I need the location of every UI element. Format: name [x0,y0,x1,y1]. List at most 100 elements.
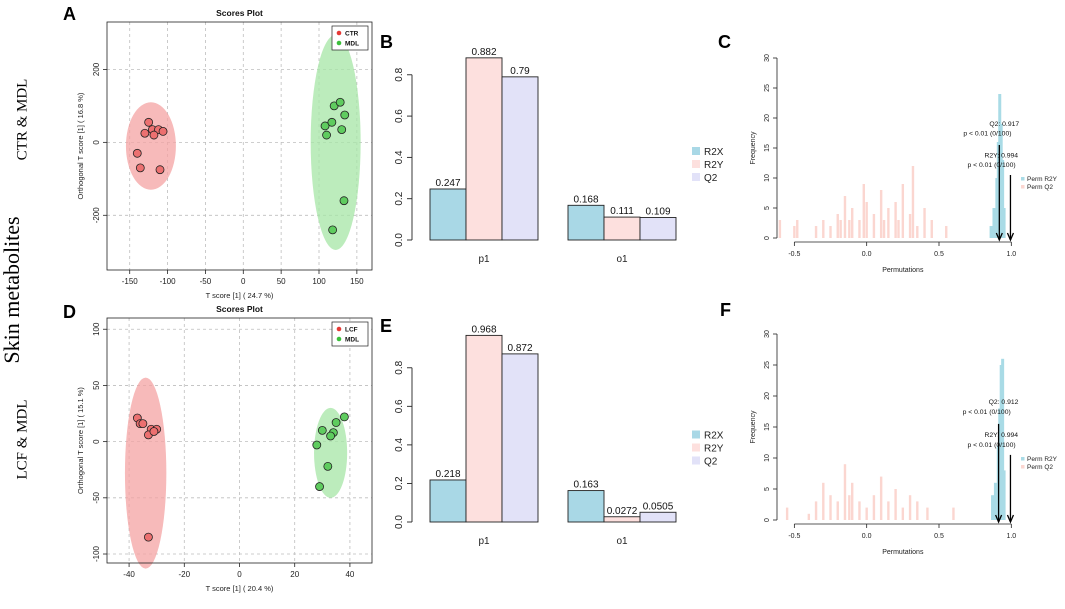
panel-e-legend-swatch-0 [692,430,700,439]
panel-c-perm-q2-bar-17 [887,208,890,238]
panel-f-annotation-r2y: R2Y: 0.994 [984,432,1018,439]
panel-c-perm-q2-bar-4 [822,220,825,238]
panel-e-category-p1: p1 [478,536,490,547]
panel-c-ytick-label-2: 10 [764,174,771,182]
panel-e-bar-q2-o1 [639,511,677,523]
panel-a-point-ctr-0 [144,117,154,127]
panel-c-arrowhead-q2 [995,232,1003,242]
panel-c-perm-q2-bar-18 [894,202,897,238]
panel-a-ytick-label-1: 0 [92,140,101,145]
panel-a-xtick-label-3: 0 [241,277,246,286]
panel-e-bar-label-r2y-o1: 0.0272 [607,506,638,517]
panel-a-legend-label-0: CTR [345,31,359,38]
panel-letter-e: E [380,316,393,336]
panel-c-ytick-label-0: 0 [764,236,771,240]
panel-b-bar-q2-p1 [501,76,539,241]
panel-letter-a: A [63,4,76,24]
panel-b-bar-label-r2x-p1: 0.247 [435,178,460,189]
panel-d-legend-marker-0 [336,326,342,332]
panel-e-ytick-label-1: 0.2 [394,476,405,490]
panel-d-ytick-label-1: -50 [92,491,101,503]
panel-b-ytick-label-0: 0.0 [394,233,405,247]
panel-d-point-lcf-7 [144,532,153,542]
panel-a-point-ctr-3 [158,127,168,136]
panel-c-perm-q2-bar-14 [872,214,876,238]
panel-d-point-mdl-5 [312,440,322,450]
panel-f-annotation-q2: Q2: 0.912 [989,399,1019,406]
panel-b-bar-label-r2y-o1: 0.111 [610,206,634,217]
panel-e-bar-r2y-o1 [603,516,641,523]
panel-c-annotation-r2y-p: p < 0.01 (0/100) [967,162,1015,169]
panel-a-ellipse-mdl [310,34,361,250]
panel-c-perm-q2-bar-3 [814,226,818,238]
panel-c-xtick-label-3: 1.0 [1006,251,1016,258]
panel-d-xtick-label-2: 0 [237,570,242,579]
panel-b-legend-label-0: R2X [704,147,724,158]
panel-c-ytick-label-1: 5 [764,206,771,210]
panel-a-legend-box [331,25,369,51]
panel-d-title: Scores Plot [216,304,263,314]
panel-f-perm-r2y-bar-6 [1002,470,1006,520]
panel-c-ytick-label-6: 30 [764,54,771,62]
panel-b-bar-label-r2x-o1: 0.168 [573,194,598,205]
panel-a-point-mdl-5 [322,130,331,140]
panel-f-perm-r2y-bar-5 [1001,358,1005,520]
panel-b-category-p1: p1 [478,254,490,265]
panel-a-point-ctr-6 [132,148,142,158]
panel-f-perm-q2-bar-12 [879,476,883,520]
panel-d-point-mdl-0 [339,412,349,422]
panel-d-ylabel: Orthogonal T score [1] ( 15.1 %) [76,387,85,494]
panel-a-xtick-label-5: 100 [312,277,326,286]
panel-f-ytick-label-3: 15 [764,423,771,431]
panel-b-bar-r2y-p1 [465,57,503,241]
panel-b-bar-r2y-o1 [603,216,641,241]
panel-letter-b: B [380,32,393,52]
panel-letter-c: C [718,32,731,52]
row-label-ctr-mdl: CTR & MDL [14,78,31,161]
panel-a-point-mdl-1 [335,97,345,107]
panel-e-bar-label-q2-p1: 0.872 [507,343,532,354]
panel-f-perm-q2-bar-3 [822,482,825,520]
panel-f-ytick-label-5: 25 [764,361,771,369]
panel-f-perm-q2-bar-11 [872,495,876,520]
panel-f-xtick-label-3: 1.0 [1006,533,1016,540]
panel-c-annotation-q2-p: p < 0.01 (0/100) [963,130,1011,137]
panel-c-perm-q2-bar-16 [882,220,886,238]
row-label-lcf-mdl: LCF & MDL [14,399,31,480]
panel-f-ytick-label-4: 20 [764,392,771,400]
panel-f-xtick-label-2: 0.5 [934,533,944,540]
panel-d-legend-label-0: LCF [345,327,358,334]
panel-e-legend-label-1: R2Y [704,444,724,455]
panel-b-legend-label-1: R2Y [704,160,724,171]
panel-e-bar-r2x-p1 [429,479,467,523]
panel-c-ylabel: Frequency [750,131,757,165]
panel-c-perm-q2-bar-7 [839,220,842,238]
panel-a-point-ctr-5 [149,130,159,140]
panel-a-legend-marker-1 [336,40,342,46]
panel-d-legend-label-1: MDL [345,337,359,344]
panel-c-perm-q2-bar-2 [796,220,799,238]
panel-c-perm-q2-bar-25 [930,220,933,238]
panel-d-point-mdl-7 [315,482,324,491]
panel-c-annotation-r2y: R2Y: 0.994 [984,153,1018,160]
panel-c-ytick-label-3: 15 [764,144,771,152]
panel-c-perm-q2-bar-21 [908,214,912,238]
panel-f-xlabel: Permutations [882,549,924,556]
panel-e-ytick-label-4: 0.8 [394,360,405,374]
panel-a-ellipse-ctr [125,102,176,190]
panel-d-xtick-label-3: 20 [290,570,299,579]
panel-f-ytick-label-6: 30 [764,330,771,338]
panel-f-legend-swatch-q2 [1021,465,1025,469]
panel-f-ytick-label-2: 10 [764,454,771,462]
panel-c-perm-r2y-bar-7 [1002,208,1006,238]
panel-c-perm-q2-bar-22 [911,166,915,238]
panel-a-xtick-label-4: 50 [277,277,286,286]
panel-c-legend-swatch-r2y [1021,177,1025,181]
panel-c-perm-r2y-bar-1 [992,208,996,238]
panel-e-bar-q2-p1 [501,353,539,523]
panel-c-perm-q2-bar-23 [916,226,919,238]
panel-d-ytick-label-0: -100 [92,545,101,562]
panel-e-ytick-label-2: 0.4 [394,437,405,451]
panel-d-xtick-label-4: 40 [345,570,354,579]
panel-b-bar-r2x-o1 [567,204,605,241]
